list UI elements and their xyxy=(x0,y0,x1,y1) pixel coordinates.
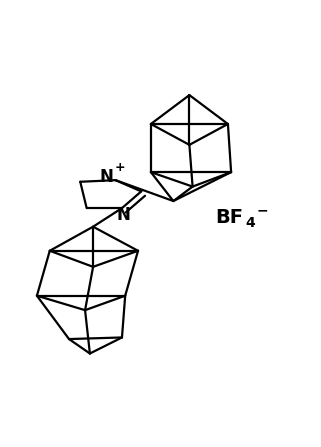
Text: BF: BF xyxy=(215,207,243,227)
Text: +: + xyxy=(114,161,125,174)
Text: 4: 4 xyxy=(246,216,255,230)
Text: N: N xyxy=(100,168,114,186)
Text: N: N xyxy=(116,206,130,224)
Text: −: − xyxy=(257,204,268,218)
